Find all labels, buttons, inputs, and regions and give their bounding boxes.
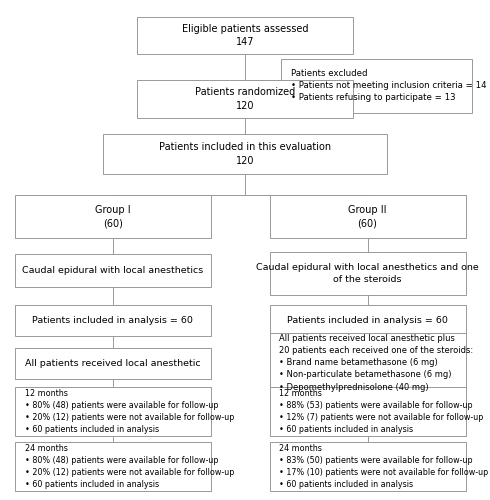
Text: Group I
(60): Group I (60): [95, 205, 130, 229]
Text: Caudal epidural with local anesthetics: Caudal epidural with local anesthetics: [22, 266, 203, 275]
FancyBboxPatch shape: [270, 442, 465, 491]
Text: Patients included in analysis = 60: Patients included in analysis = 60: [287, 316, 448, 325]
Text: 12 months
• 80% (48) patients were available for follow-up
• 20% (12) patients w: 12 months • 80% (48) patients were avail…: [24, 389, 234, 434]
FancyBboxPatch shape: [270, 387, 465, 436]
FancyBboxPatch shape: [137, 80, 353, 118]
Text: Patients excluded
• Patients not meeting inclusion criteria = 14
• Patients refu: Patients excluded • Patients not meeting…: [291, 69, 487, 102]
Text: 12 months
• 88% (53) patients were available for follow-up
• 12% (7) patients we: 12 months • 88% (53) patients were avail…: [279, 389, 484, 434]
FancyBboxPatch shape: [15, 195, 211, 238]
FancyBboxPatch shape: [270, 334, 465, 392]
Text: Patients included in this evaluation
120: Patients included in this evaluation 120: [159, 142, 331, 166]
Text: 24 months
• 83% (50) patients were available for follow-up
• 17% (10) patients w: 24 months • 83% (50) patients were avail…: [279, 444, 489, 490]
FancyBboxPatch shape: [15, 254, 211, 287]
FancyBboxPatch shape: [15, 442, 211, 491]
FancyBboxPatch shape: [270, 305, 465, 336]
Text: Group II
(60): Group II (60): [348, 205, 387, 229]
FancyBboxPatch shape: [270, 252, 465, 295]
Text: All patients received local anesthetic: All patients received local anesthetic: [25, 359, 200, 368]
FancyBboxPatch shape: [137, 17, 353, 54]
Text: 24 months
• 80% (48) patients were available for follow-up
• 20% (12) patients w: 24 months • 80% (48) patients were avail…: [24, 444, 234, 490]
FancyBboxPatch shape: [281, 59, 472, 113]
FancyBboxPatch shape: [15, 348, 211, 380]
Text: Caudal epidural with local anesthetics and one
of the steroids: Caudal epidural with local anesthetics a…: [256, 263, 479, 284]
Text: Patients randomized
120: Patients randomized 120: [195, 88, 295, 111]
Text: Eligible patients assessed
147: Eligible patients assessed 147: [182, 24, 308, 47]
FancyBboxPatch shape: [15, 305, 211, 336]
Text: All patients received local anesthetic plus
20 patients each received one of the: All patients received local anesthetic p…: [279, 334, 473, 392]
FancyBboxPatch shape: [103, 134, 387, 173]
FancyBboxPatch shape: [270, 195, 465, 238]
Text: Patients included in analysis = 60: Patients included in analysis = 60: [32, 316, 193, 325]
FancyBboxPatch shape: [15, 387, 211, 436]
